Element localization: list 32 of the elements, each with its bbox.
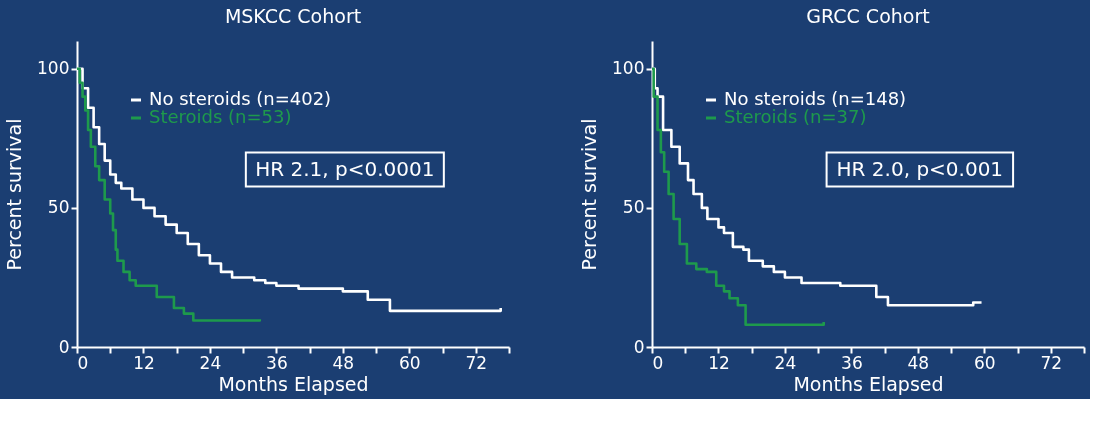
x-tick-label: 60 — [973, 352, 996, 373]
y-tick-label: 50 — [622, 197, 645, 218]
x-tick-label: 60 — [398, 352, 421, 373]
x-tick-label: 12 — [133, 352, 155, 373]
x-tick-label: 0 — [77, 352, 89, 373]
x-tick-label: 12 — [708, 352, 730, 373]
y-axis-title: Percent survival — [578, 118, 601, 271]
annotation: HR 2.0, p<0.001 — [836, 156, 1004, 181]
legend-label: No steroids (n=148) — [724, 88, 907, 109]
y-tick-label: 0 — [633, 336, 645, 357]
x-axis-title: Months Elapsed — [793, 372, 944, 395]
legend-label: Steroids (n=53) — [149, 106, 292, 127]
y-tick-label: 100 — [612, 58, 645, 79]
x-tick-label: 72 — [465, 352, 488, 373]
x-tick-label: 36 — [841, 352, 863, 373]
y-tick-label: 100 — [37, 58, 70, 79]
annotation: HR 2.1, p<0.0001 — [255, 156, 435, 181]
x-axis-title: Months Elapsed — [218, 372, 369, 395]
chart-title: GRCC Cohort — [806, 5, 930, 27]
legend-label: Steroids (n=37) — [724, 106, 867, 127]
x-tick-label: 72 — [1040, 352, 1063, 373]
x-tick-label: 24 — [199, 352, 222, 373]
chart-title: MSKCC Cohort — [224, 5, 362, 27]
x-tick-label: 48 — [907, 352, 930, 373]
y-axis-title: Percent survival — [3, 118, 26, 271]
y-tick-label: 50 — [47, 197, 70, 218]
legend-label: No steroids (n=402) — [149, 88, 332, 109]
y-tick-label: 0 — [58, 336, 70, 357]
x-tick-label: 24 — [774, 352, 797, 373]
x-tick-label: 48 — [332, 352, 355, 373]
x-tick-label: 36 — [266, 352, 288, 373]
x-tick-label: 0 — [652, 352, 664, 373]
